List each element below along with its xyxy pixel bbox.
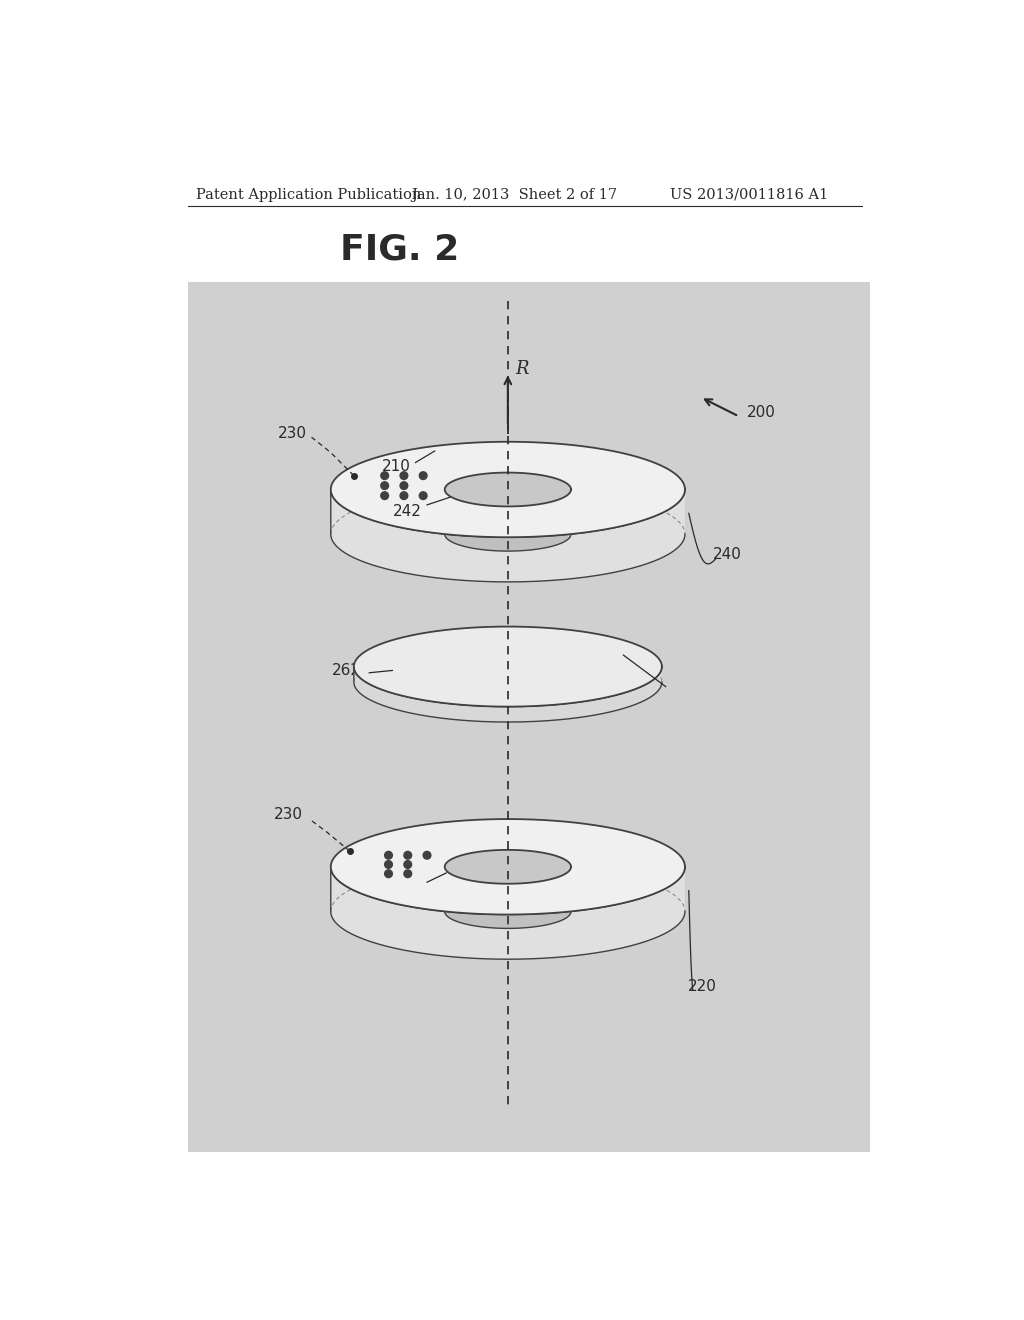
Text: 240: 240 (713, 548, 741, 562)
Text: FIG. 2: FIG. 2 (340, 232, 460, 267)
Polygon shape (331, 867, 685, 960)
Text: 222: 222 (393, 880, 422, 896)
Polygon shape (331, 490, 685, 582)
Circle shape (403, 870, 412, 878)
Polygon shape (331, 820, 685, 915)
Circle shape (403, 851, 412, 859)
Polygon shape (444, 867, 571, 928)
Circle shape (419, 492, 427, 499)
Circle shape (381, 471, 388, 479)
Circle shape (400, 492, 408, 499)
Text: 242: 242 (393, 503, 422, 519)
Text: 230: 230 (273, 807, 303, 822)
Circle shape (423, 851, 431, 859)
Polygon shape (444, 473, 571, 507)
Polygon shape (444, 490, 571, 550)
Polygon shape (354, 667, 662, 722)
Circle shape (385, 870, 392, 878)
Circle shape (385, 851, 392, 859)
Circle shape (385, 861, 392, 869)
Circle shape (400, 471, 408, 479)
Text: 260: 260 (603, 645, 632, 660)
Text: 200: 200 (746, 405, 775, 420)
Bar (188, 281, 869, 1151)
Circle shape (419, 471, 427, 479)
Polygon shape (444, 850, 571, 883)
Polygon shape (331, 442, 685, 537)
Polygon shape (354, 627, 662, 706)
Text: 220: 220 (687, 978, 717, 994)
Text: US 2013/0011816 A1: US 2013/0011816 A1 (670, 187, 827, 202)
Circle shape (381, 482, 388, 490)
Text: Jan. 10, 2013  Sheet 2 of 17: Jan. 10, 2013 Sheet 2 of 17 (412, 187, 617, 202)
Text: R: R (515, 359, 529, 378)
Circle shape (381, 492, 388, 499)
Text: 210: 210 (382, 459, 411, 474)
Text: Patent Application Publication: Patent Application Publication (196, 187, 422, 202)
Circle shape (400, 482, 408, 490)
Text: 262: 262 (332, 663, 360, 678)
Circle shape (403, 861, 412, 869)
Text: 230: 230 (278, 426, 307, 441)
